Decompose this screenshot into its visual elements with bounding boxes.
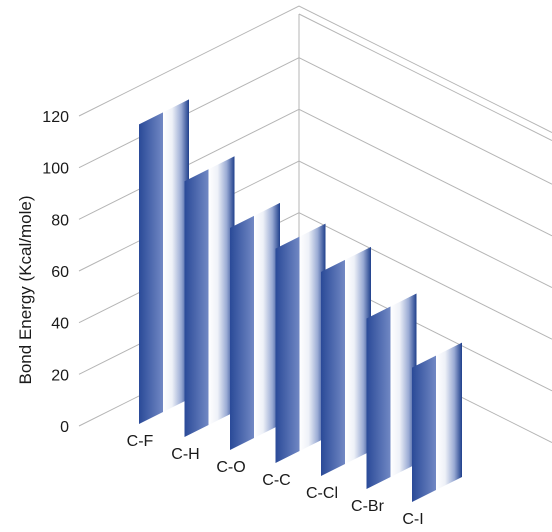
axis-labels: 0 20 40 60 80 100 120 C-F C-H C-O C-C C-Cl C-Br C-I <box>42 109 423 528</box>
bar-front-face <box>345 246 371 464</box>
bar-c-br <box>366 293 417 489</box>
y-tick-label: 20 <box>51 367 69 384</box>
bar-side-face <box>184 169 209 437</box>
x-category-label: C-H <box>171 446 199 463</box>
bar-top-face <box>321 246 371 272</box>
bar-c-i <box>412 342 462 502</box>
bar-side-face <box>366 306 391 489</box>
y-tick-label: 40 <box>51 316 69 333</box>
y-tick-label: 0 <box>60 419 69 436</box>
x-category-label: C-Br <box>351 498 385 515</box>
bar-side-face <box>275 236 300 463</box>
x-category-label: C-Cl <box>306 485 338 502</box>
x-category-label: C-I <box>402 511 423 528</box>
y-axis-title: Bond Energy (Kcal/mole) <box>16 196 35 385</box>
bars <box>139 99 462 502</box>
bar-c-h <box>184 156 235 437</box>
y-tick-label: 80 <box>51 212 69 229</box>
x-category-label: C-O <box>216 459 245 476</box>
bar-front-face <box>390 293 417 477</box>
bar-front-face <box>254 202 280 438</box>
bar-front-face <box>436 342 462 490</box>
bar-side-face <box>230 215 254 450</box>
y-tick-label: 60 <box>51 264 69 281</box>
bar-front-face <box>299 223 326 451</box>
y-tick-label: 120 <box>42 109 69 126</box>
bar-c-cl <box>321 246 371 476</box>
bar-side-face <box>412 355 436 502</box>
gridline <box>78 5 552 133</box>
x-category-label: C-C <box>262 472 290 489</box>
x-category-label: C-F <box>127 433 154 450</box>
bar-c-c <box>275 223 326 463</box>
bar-c-f <box>139 99 189 424</box>
bar-c-o <box>230 202 280 450</box>
back-top-edge <box>298 13 552 141</box>
bar-front-face <box>163 99 189 412</box>
y-tick-label: 100 <box>42 161 69 178</box>
bar-front-face <box>208 156 235 425</box>
bar-side-face <box>321 259 345 476</box>
bar-side-face <box>139 112 163 424</box>
